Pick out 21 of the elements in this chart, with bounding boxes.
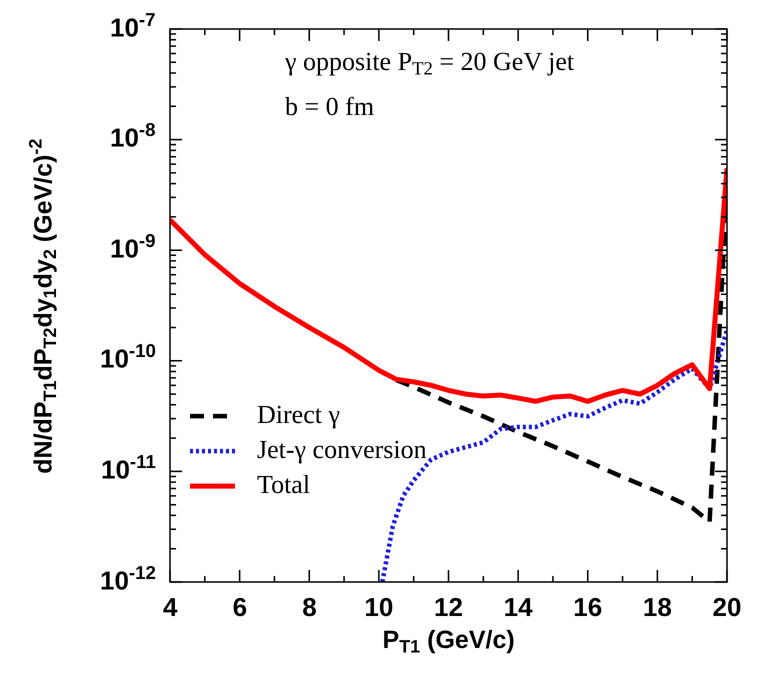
y-tick-label: 10$^{-8}$: [110, 119, 156, 152]
x-tick-label: 10: [364, 592, 394, 622]
y-tick-label: 10$^{-11}$: [101, 450, 156, 484]
y-tick-label: 10$^{-10}$: [100, 340, 156, 374]
annotation: b = 0 fm: [285, 92, 374, 121]
x-axis-title: P$_{T1}$ (GeV/c): [382, 626, 515, 656]
x-tick-label: 12: [434, 592, 463, 622]
y-tick-label: 10$^{-7}$: [110, 8, 156, 42]
annotation: γ opposite P$_{T2}$ = 20 GeV jet: [285, 47, 574, 80]
x-tick-label: 20: [712, 592, 742, 622]
x-tick-label: 16: [573, 592, 602, 622]
legend-label: Direct γ: [257, 400, 340, 429]
y-tick-label: 10$^{-9}$: [110, 230, 156, 263]
y-tick-label: 10$^{-12}$: [100, 562, 156, 595]
x-tick-label: 4: [163, 592, 178, 622]
x-tick-label: 18: [642, 592, 672, 622]
x-tick-label: 6: [232, 592, 248, 622]
x-tick-label: 14: [504, 592, 533, 622]
x-tick-label: 8: [302, 592, 317, 622]
legend-label: Jet-γ conversion: [257, 434, 427, 464]
legend-label: Total: [257, 470, 310, 499]
